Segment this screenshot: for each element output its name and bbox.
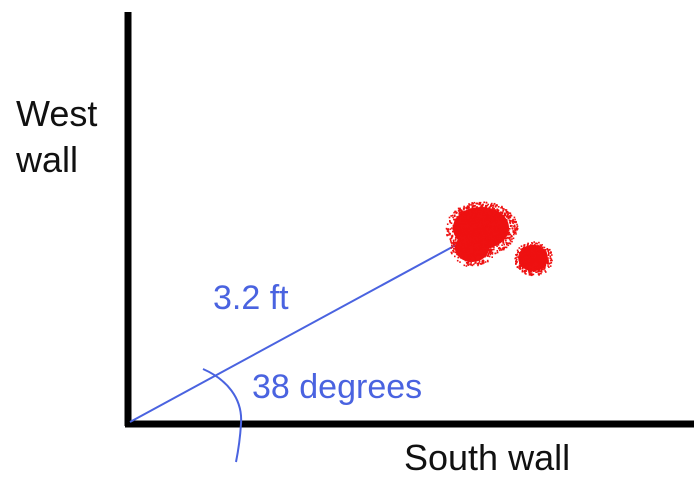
angle-label: 38 degrees bbox=[252, 368, 423, 406]
blood-stain bbox=[445, 201, 553, 277]
west-wall-label: West wall bbox=[16, 96, 97, 178]
south-wall-label: South wall bbox=[404, 437, 571, 478]
distance-line bbox=[129, 232, 479, 423]
west-wall-label-line2: wall bbox=[16, 139, 79, 180]
angle-arc bbox=[202, 368, 243, 463]
distance-label: 3.2 ft bbox=[213, 279, 289, 317]
west-wall-label-line1: West bbox=[16, 93, 98, 134]
